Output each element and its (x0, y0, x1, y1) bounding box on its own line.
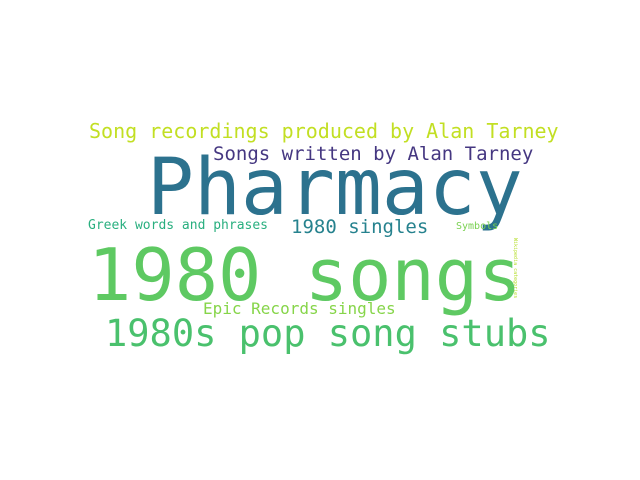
word-song-recordings-produced-by-alan-tarney: Song recordings produced by Alan Tarney (89, 119, 559, 143)
word-symbols: Symbols (456, 221, 499, 232)
word-epic-records-singles: Epic Records singles (203, 299, 396, 318)
word-1980-singles: 1980 singles (291, 216, 429, 238)
word-pharmacy: Pharmacy (147, 143, 523, 233)
word-1980s-pop-song-stubs: 1980s pop song stubs (105, 312, 551, 355)
word-greek-words-and-phrases: Greek words and phrases (88, 218, 269, 233)
word-songs-written-by-alan-tarney: Songs written by Alan Tarney (213, 143, 534, 165)
word-1980-songs: 1980 songs (88, 233, 522, 317)
